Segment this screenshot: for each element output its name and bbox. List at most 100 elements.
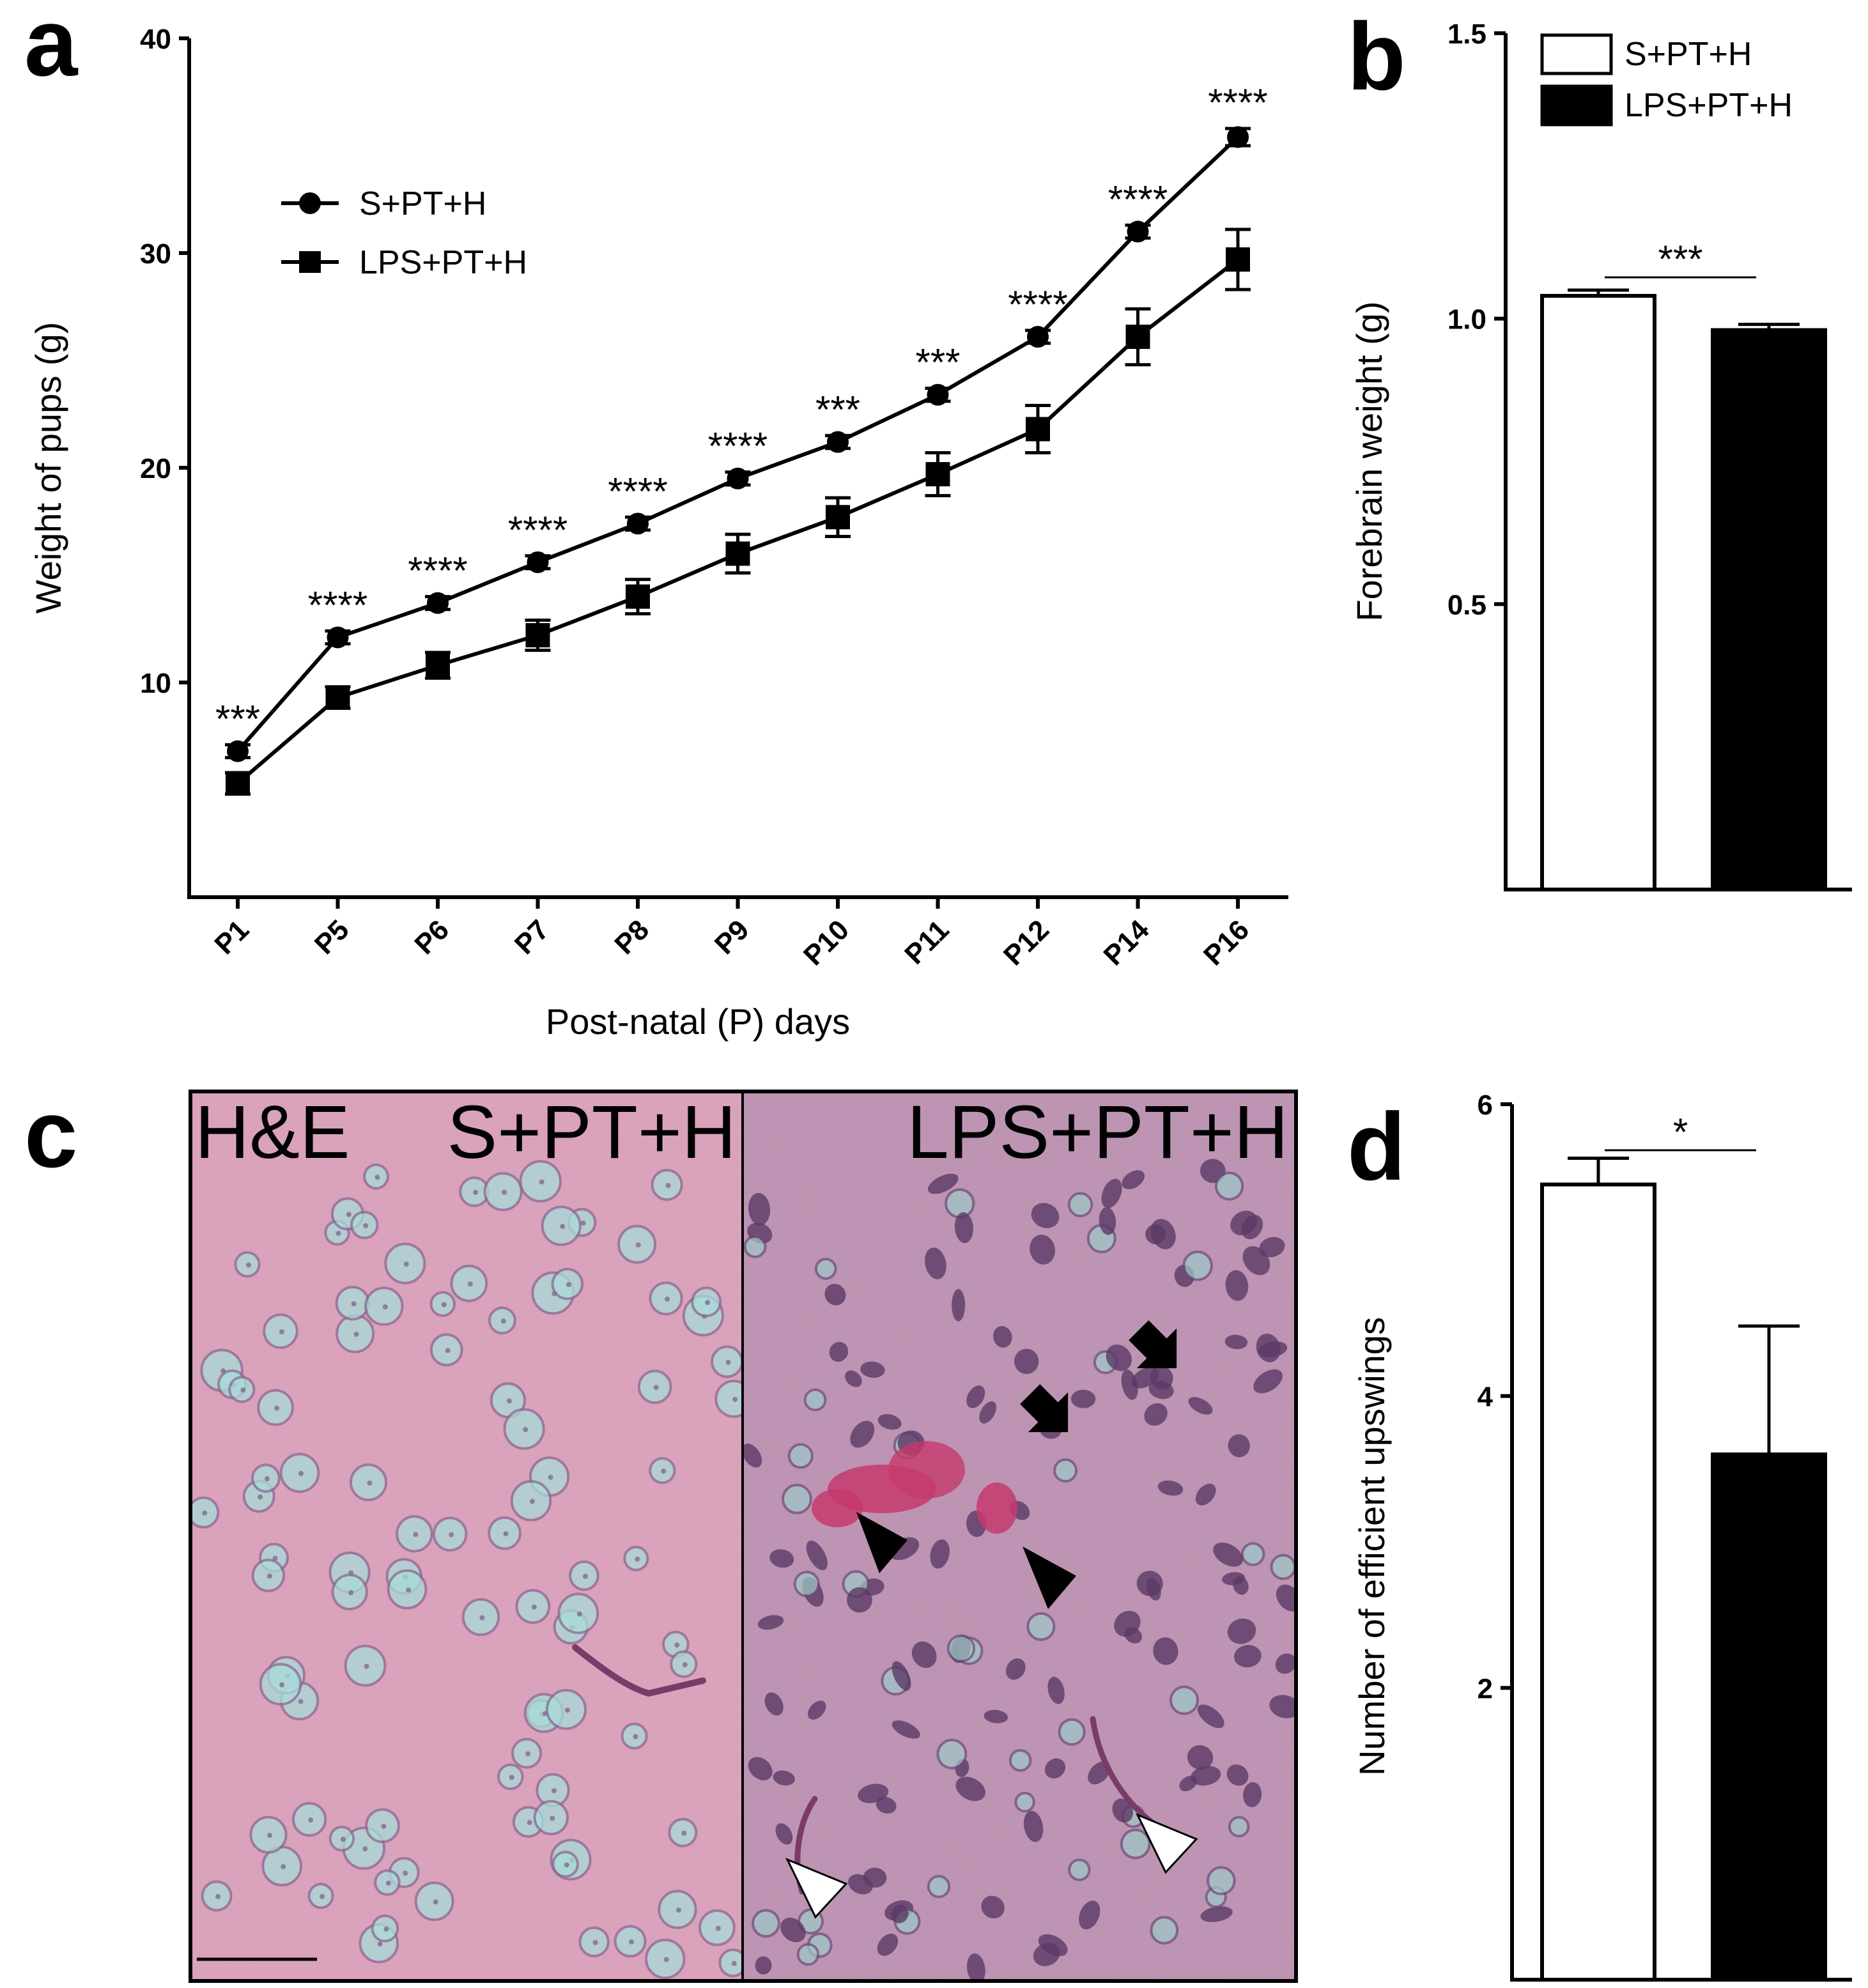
nucleus-normal <box>1053 1458 1078 1483</box>
nucleolus <box>525 1751 531 1757</box>
nucleolus <box>681 1830 687 1836</box>
nucleolus <box>592 1939 598 1945</box>
pyknotic-cell <box>848 1874 873 1895</box>
pyknotic-cell <box>1225 1270 1249 1301</box>
nucleolus <box>732 1396 738 1402</box>
nucleus-normal <box>1026 1612 1056 1641</box>
pyknotic-cell <box>1014 1348 1039 1375</box>
x-tick-label-a: P6 <box>408 914 455 960</box>
y-tick-label: 4 <box>1478 1382 1494 1413</box>
pyknotic-cell <box>773 1770 795 1786</box>
pyknotic-cell <box>1157 1480 1184 1496</box>
pyknotic-cell <box>1136 1571 1163 1596</box>
pyknotic-cell <box>1122 1170 1145 1189</box>
pyknotic-cell <box>1179 1776 1198 1792</box>
nucleolus <box>682 1662 688 1668</box>
significance-marker: * <box>1673 1111 1688 1153</box>
nucleus-normal <box>1120 1828 1151 1860</box>
nucleolus <box>258 1494 263 1500</box>
legend-swatch-lps-b <box>1540 84 1613 127</box>
nucleolus <box>580 1220 586 1226</box>
nucleolus <box>215 1893 221 1899</box>
x-tick-label-a: P10 <box>798 914 855 971</box>
significance-marker-a: **** <box>708 425 768 468</box>
pyknotic-cell <box>1047 1677 1065 1704</box>
pyknotic-cell <box>824 1283 846 1306</box>
nucleolus <box>449 1532 454 1537</box>
pyknotic-cell <box>952 1289 966 1321</box>
significance-marker: *** <box>1658 238 1702 281</box>
pyknotic-cell <box>1070 1389 1096 1408</box>
pyknotic-cell <box>858 1784 889 1803</box>
y-tick-label-a: 10 <box>140 668 171 699</box>
nucleolus <box>279 1682 285 1688</box>
nucleolus <box>635 1556 640 1562</box>
vessel-left <box>572 1644 706 1697</box>
pyknotic-cell <box>891 1904 909 1923</box>
legend-label-s-a: S+PT+H <box>359 185 486 222</box>
pyknotic-cell <box>1106 1345 1132 1371</box>
significance-marker-a: *** <box>815 389 860 431</box>
x-tick-label-a: P11 <box>899 914 955 970</box>
data-point-lps <box>226 771 250 796</box>
nucleolus <box>529 1499 535 1504</box>
pyknotic-cell <box>1197 1704 1224 1729</box>
data-point-s <box>1127 220 1149 243</box>
y-ticks-b: 0.5 1.0 1.5 <box>1447 19 1506 620</box>
panel-letter-a: a <box>24 0 79 96</box>
nucleolus <box>479 1615 485 1621</box>
nucleolus <box>550 1815 555 1821</box>
pyknotic-cell <box>1275 1653 1295 1674</box>
pyknotic-cell <box>1200 1906 1233 1922</box>
pyknotic-cell <box>1044 1758 1066 1779</box>
pyknotic-cell <box>1030 1235 1055 1265</box>
nucleolus <box>363 1223 369 1229</box>
nucleus-normal <box>714 1380 741 1418</box>
black-arrow-2 <box>1020 1384 1069 1433</box>
data-point-lps <box>826 505 850 530</box>
nucleolus <box>531 1604 537 1610</box>
nucleolus <box>548 1474 553 1480</box>
panel-c-histology: c H&E S+PT+H LPS+P <box>24 1080 1298 1983</box>
panel-letter-d: d <box>1347 1093 1406 1200</box>
pyknotic-cell <box>911 1641 937 1668</box>
bar-s <box>1540 1182 1656 1982</box>
nucleolus <box>245 1262 251 1268</box>
nucleolus <box>576 1611 582 1617</box>
legend-label-lps-b: LPS+PT+H <box>1625 87 1793 124</box>
white-arrowhead-2 <box>785 1858 848 1919</box>
nucleolus <box>406 1587 412 1593</box>
legend-swatch-s-b <box>1540 33 1613 75</box>
data-point-s <box>527 551 549 573</box>
pyknotic-cell <box>845 1370 862 1387</box>
nucleolus <box>351 1301 357 1307</box>
significance-marker-a: *** <box>215 697 260 740</box>
series-line-lps <box>236 258 1239 785</box>
pyknotic-cell <box>1259 1237 1285 1258</box>
pyknotic-cell <box>1269 1695 1295 1718</box>
nucleus-normal <box>946 1634 976 1663</box>
pyknotic-cell <box>1228 1434 1250 1458</box>
data-point-lps <box>1226 247 1250 272</box>
nucleus-normal <box>814 1258 837 1280</box>
nucleolus <box>473 1189 479 1195</box>
pyknotic-cell <box>1144 1403 1168 1426</box>
nucleolus <box>383 1926 389 1932</box>
nucleus-normal <box>1150 1916 1179 1945</box>
data-point-s <box>1227 126 1249 148</box>
nucleolus <box>661 1468 667 1474</box>
histology-label-left: S+PT+H <box>447 1090 736 1175</box>
white-arrowhead-1 <box>1135 1813 1198 1874</box>
nucleolus <box>715 1925 721 1931</box>
nucleolus <box>413 1532 419 1537</box>
nucleolus <box>539 1179 544 1185</box>
pyknotic-cell <box>1005 1658 1026 1680</box>
nucleolus <box>266 1833 272 1838</box>
hemorrhage-clusters <box>812 1441 1017 1534</box>
panel-d-bar-chart: d 2 4 6 Number of efficient upswings * <box>1347 1090 1852 1982</box>
nucleus-normal <box>1169 1685 1200 1715</box>
data-point-s <box>227 740 249 762</box>
nucleolus <box>467 1281 473 1287</box>
y-ticks-a: 10 20 30 40 <box>140 24 189 699</box>
nucleolus <box>441 1302 447 1307</box>
